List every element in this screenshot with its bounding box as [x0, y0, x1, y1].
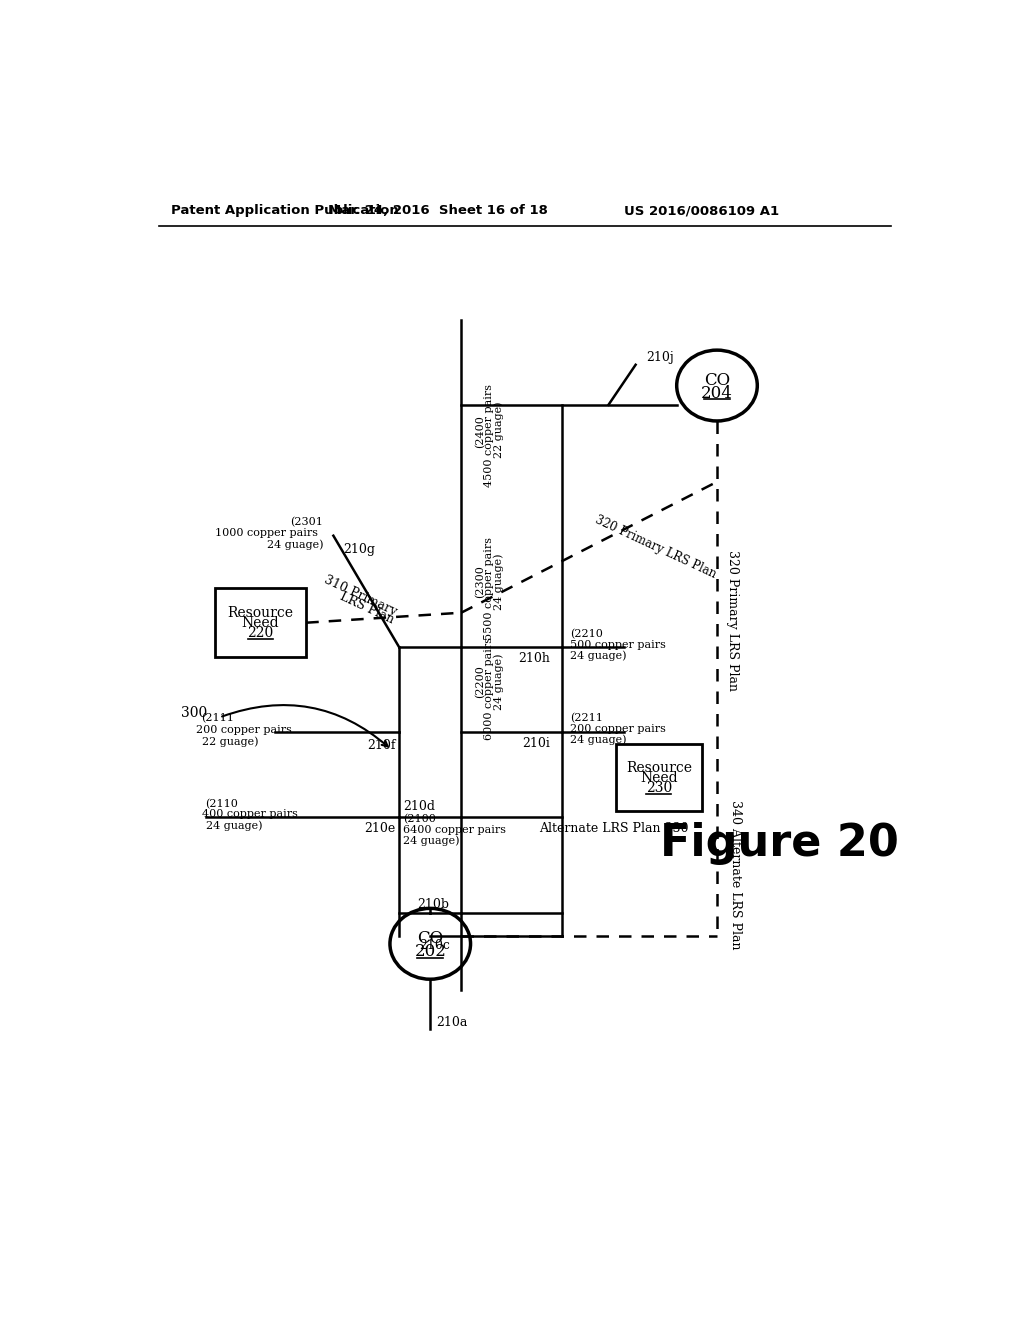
Text: 6400 copper pairs: 6400 copper pairs	[403, 825, 506, 834]
Text: 24 guage): 24 guage)	[494, 653, 505, 710]
Text: 320 Primary LRS Plan: 320 Primary LRS Plan	[726, 550, 739, 690]
Text: 210e: 210e	[365, 822, 395, 834]
Text: (2200: (2200	[475, 665, 485, 698]
Text: 320 Primary LRS Plan: 320 Primary LRS Plan	[593, 513, 718, 581]
Text: 400 copper pairs: 400 copper pairs	[202, 809, 298, 820]
Text: Resource: Resource	[626, 762, 692, 775]
Text: (2300: (2300	[475, 565, 485, 598]
Text: (2110: (2110	[206, 799, 239, 809]
Text: CO: CO	[703, 372, 730, 388]
Text: Resource: Resource	[227, 606, 294, 620]
Text: 340 Alternate LRS Plan: 340 Alternate LRS Plan	[729, 800, 741, 949]
Text: CO: CO	[417, 929, 443, 946]
Text: Need: Need	[242, 616, 280, 631]
Text: 210f: 210f	[367, 739, 395, 751]
Text: 200 copper pairs: 200 copper pairs	[197, 725, 292, 735]
Text: 24 guage): 24 guage)	[267, 540, 324, 550]
Text: 202: 202	[415, 942, 446, 960]
Text: Patent Application Publication: Patent Application Publication	[171, 205, 398, 218]
Text: 22 guage): 22 guage)	[202, 737, 258, 747]
Text: US 2016/0086109 A1: US 2016/0086109 A1	[624, 205, 779, 218]
Text: 210c: 210c	[419, 939, 450, 952]
Text: 210j: 210j	[646, 351, 674, 363]
Text: 6000 copper pairs: 6000 copper pairs	[484, 636, 495, 739]
Text: Need: Need	[640, 771, 678, 785]
Text: Alternate LRS Plan 330: Alternate LRS Plan 330	[539, 822, 688, 834]
Text: 24 guage): 24 guage)	[494, 553, 505, 610]
Text: 210g: 210g	[343, 543, 376, 556]
Text: 5500 copper pairs: 5500 copper pairs	[484, 536, 495, 640]
Text: (2301: (2301	[291, 516, 324, 527]
Text: (2210: (2210	[569, 630, 603, 639]
Text: 210d: 210d	[403, 800, 435, 813]
Text: 24 guage): 24 guage)	[569, 651, 627, 661]
Text: 200 copper pairs: 200 copper pairs	[569, 723, 666, 734]
Text: 24 guage): 24 guage)	[569, 734, 627, 744]
Text: 210a: 210a	[436, 1016, 468, 1028]
Bar	[215, 589, 306, 657]
Text: 230: 230	[646, 781, 672, 795]
Text: 220: 220	[248, 627, 273, 640]
Text: 210b: 210b	[418, 898, 450, 911]
Text: 1000 copper pairs: 1000 copper pairs	[215, 528, 317, 539]
Text: 500 copper pairs: 500 copper pairs	[569, 640, 666, 649]
Text: LRS Plan: LRS Plan	[338, 590, 396, 626]
Text: 22 guage): 22 guage)	[494, 401, 505, 458]
Text: 4500 copper pairs: 4500 copper pairs	[484, 384, 495, 487]
Text: (2400: (2400	[475, 416, 485, 449]
Text: 310 Primary: 310 Primary	[322, 573, 399, 618]
Text: (2111: (2111	[202, 713, 234, 723]
Text: 300: 300	[181, 706, 207, 719]
Text: 204: 204	[701, 384, 733, 401]
Text: 210i: 210i	[522, 737, 550, 750]
Text: 24 guage): 24 guage)	[206, 820, 262, 830]
Bar	[616, 743, 701, 812]
Text: (2211: (2211	[569, 713, 603, 723]
Text: (2100: (2100	[403, 814, 436, 824]
Text: 24 guage): 24 guage)	[403, 836, 460, 846]
Text: Mar. 24, 2016  Sheet 16 of 18: Mar. 24, 2016 Sheet 16 of 18	[328, 205, 548, 218]
Text: 210h: 210h	[518, 652, 550, 665]
Text: Figure 20: Figure 20	[659, 822, 898, 865]
